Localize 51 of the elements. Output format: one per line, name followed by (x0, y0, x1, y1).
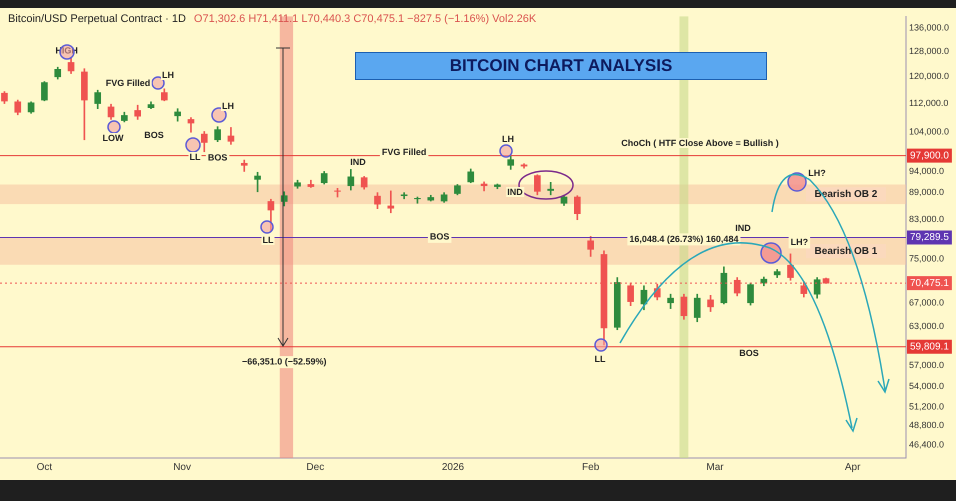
y-tick-label: 120,000.0 (908, 71, 950, 82)
annotation: −66,351.0 (−52.59%) (242, 356, 327, 367)
annotation: LH (221, 101, 235, 111)
ref-line-label: 59,809.1 (910, 342, 950, 353)
x-tick-label: 2026 (442, 462, 465, 473)
y-tick-label: 46,400.0 (908, 440, 944, 450)
y-tick-label: 57,000.0 (908, 360, 944, 370)
x-tick-label: Apr (844, 462, 862, 473)
x-tick-label: Oct (36, 462, 52, 473)
y-tick-label: 94,000.0 (908, 166, 944, 176)
annotation: IND (734, 223, 752, 233)
annotation: IND (349, 157, 367, 167)
x-tick-label: Feb (582, 462, 600, 473)
annotation: LL (262, 235, 274, 245)
ref-line-label: 97,900.0 (910, 150, 950, 162)
y-tick-label: 63,000.0 (908, 321, 944, 332)
annotation: BOS (430, 231, 450, 242)
y-tick-label: 48,800.0 (908, 420, 944, 430)
annotation: LH? (807, 168, 827, 178)
x-tick-label: Mar (706, 462, 724, 473)
x-tick-label: Dec (306, 462, 324, 473)
band-label: Bearish OB 1 (814, 246, 878, 257)
y-tick-label: 128,000.0 (908, 46, 950, 56)
annotation: 16,048.4 (26.73%) 160,484 (629, 234, 738, 244)
annotation: LH? (790, 236, 808, 247)
y-tick-label: 54,000.0 (908, 380, 944, 391)
annotation: O71,302.6 H71,411.1 L70,440.3 C70,475.1 −827.5 (−1.16%) Vol2.26K (194, 13, 536, 25)
y-tick-label: 136,000.0 (908, 22, 950, 33)
ref-line-label: 79,289.5 (910, 232, 950, 244)
y-tick-label: 104,000.0 (908, 126, 950, 137)
x-tick-label: Nov (173, 462, 191, 473)
annotation: LH (501, 134, 515, 144)
annotation: LL (188, 152, 202, 162)
y-tick-label: 83,000.0 (908, 214, 944, 224)
annotation: FVG Filled (104, 78, 152, 88)
y-tick-label: 51,200.0 (908, 402, 944, 412)
annotation: IND (506, 187, 524, 197)
annotation: FVG Filled (382, 147, 426, 158)
annotation: BOS (143, 130, 165, 140)
annotation: ChoCh ( HTF Close Above = Bullish ) (620, 138, 780, 148)
y-tick-label: 112,000.0 (908, 98, 948, 108)
annotation: LOW (102, 133, 124, 143)
chart-subtitle: Bitcoin/USD Perpetual Contract · 1D (8, 13, 186, 25)
y-tick-label: 89,000.0 (908, 187, 944, 198)
ref-line-label: 70,475.1 (910, 278, 950, 289)
annotation: BOS (738, 348, 760, 358)
y-tick-label: 67,000.0 (908, 297, 944, 308)
y-tick-label: 75,000.0 (908, 254, 944, 264)
annotation: LH (161, 70, 175, 80)
annotation: BOS (208, 152, 228, 163)
annotation: LL (594, 354, 606, 364)
